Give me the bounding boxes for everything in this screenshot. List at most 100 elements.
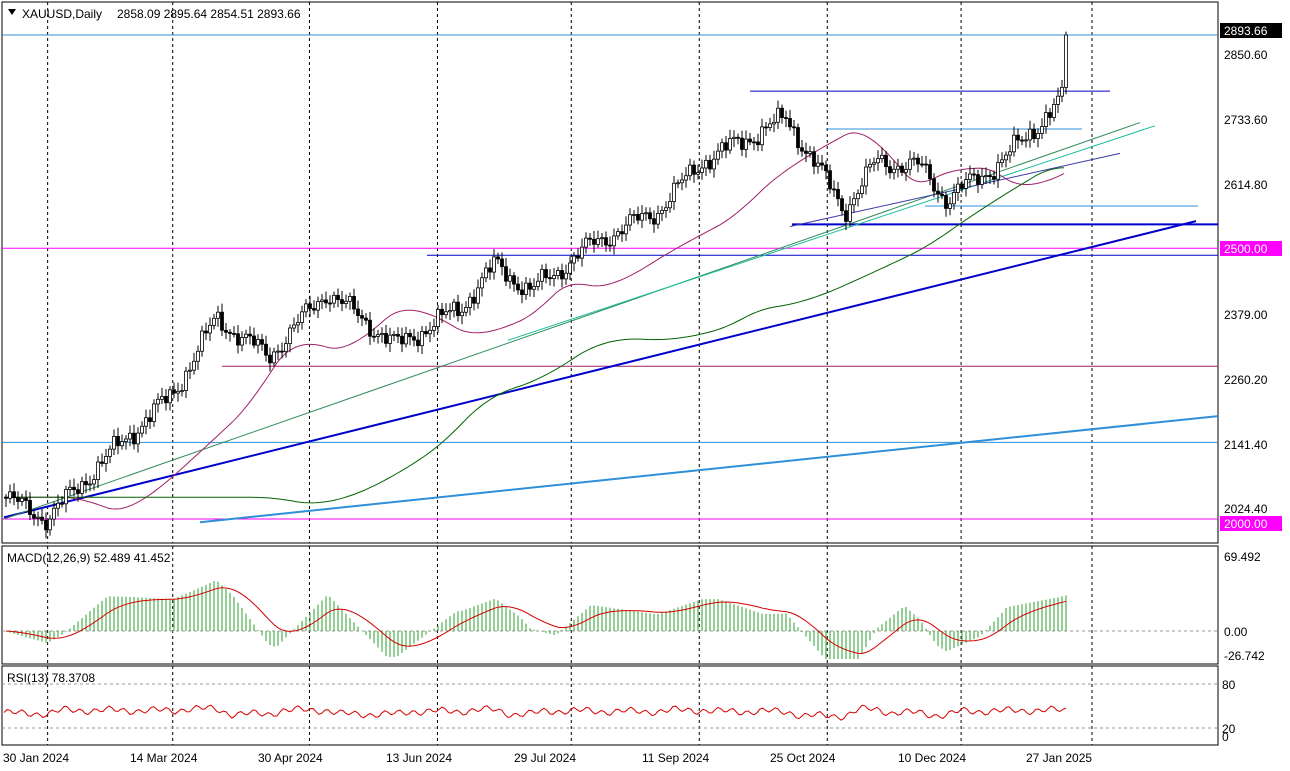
candle-body (324, 299, 328, 304)
candle-body (984, 175, 988, 178)
candle-body (1044, 112, 1048, 127)
time-label-9: 27 Jan 2025 (1026, 751, 1092, 765)
candle-body (404, 333, 408, 345)
candle-body (824, 164, 828, 172)
candle-body (820, 162, 824, 166)
candle-body (1064, 34, 1068, 88)
candle-body (576, 255, 580, 259)
candle-body (108, 448, 112, 457)
candle-body (304, 303, 308, 313)
candle-body (856, 193, 860, 200)
ohlc-readout: 2858.09 2895.64 2854.51 2893.66 (117, 7, 301, 21)
main-price-panel[interactable]: XAUUSD,Daily 2858.09 2895.64 2854.51 289… (1, 1, 1219, 544)
rsi-axis-20: 20 (1222, 722, 1236, 736)
candle-body (432, 326, 436, 331)
candle-body (988, 175, 992, 178)
candle-body (144, 417, 148, 427)
price-label-1: 2850.60 (1224, 48, 1268, 62)
vertical-gridlines-macd (47, 546, 1093, 664)
candle-body (776, 107, 780, 123)
candle-body (652, 218, 656, 225)
candle-body (532, 286, 536, 290)
candle-body (916, 157, 920, 165)
candle-body (492, 256, 496, 273)
candle-body (100, 461, 104, 464)
candle-body (1012, 134, 1016, 153)
candle-body (128, 432, 132, 440)
current-price-tag: 2893.66 (1220, 23, 1282, 38)
candle-body (292, 324, 296, 329)
candle-body (264, 343, 268, 356)
candle-body (52, 507, 56, 520)
candle-body (1004, 154, 1008, 161)
candle-body (744, 138, 748, 150)
time-axis[interactable]: 30 Jan 2024 14 Mar 2024 30 Apr 2024 13 J… (3, 751, 1092, 765)
macd-panel[interactable]: MACD(12,26,9) 52.489 41.452 (1, 545, 1219, 665)
price-label-3: 2614.80 (1224, 178, 1268, 192)
candle-body (948, 203, 952, 209)
dropdown-triangle-icon[interactable] (8, 9, 16, 15)
level-tag-2000-label: 2000.00 (1224, 517, 1268, 531)
candle-body (260, 339, 264, 345)
candle-body (180, 390, 184, 392)
candle-body (112, 436, 116, 450)
candle-body (692, 164, 696, 175)
price-axis[interactable]: 2893.66 2850.60 2733.60 2614.80 2500.00 … (1220, 23, 1282, 744)
candle-body (444, 311, 448, 316)
candle-body (736, 136, 740, 139)
rsi-panel[interactable]: RSI(13) 78.3708 (1, 665, 1219, 746)
level-tag-2000: 2000.00 (1220, 516, 1282, 531)
candle-body (476, 287, 480, 304)
symbol-label: XAUUSD,Daily (22, 7, 102, 21)
drawn-objects (2, 34, 1219, 524)
candle-body (892, 168, 896, 174)
candle-body (1028, 128, 1032, 141)
candle-body (88, 483, 92, 486)
candle-body (708, 159, 712, 170)
candle-body (440, 308, 444, 316)
time-label-4: 13 Jun 2024 (386, 751, 452, 765)
candle-body (848, 204, 852, 222)
candle-body (976, 174, 980, 185)
candle-body (868, 163, 872, 168)
candle-body (316, 301, 320, 311)
candle-body (44, 519, 48, 531)
candle-body (12, 491, 16, 499)
candle-body (364, 317, 368, 321)
candle-body (716, 150, 720, 160)
candle-body (84, 481, 88, 486)
candle-body (16, 497, 20, 502)
candle-body (184, 370, 188, 391)
candle-body (308, 303, 312, 309)
level-tag-2500-label: 2500.00 (1224, 242, 1268, 256)
candle-body (72, 486, 76, 491)
candle-body (4, 496, 8, 499)
candle-body (216, 311, 220, 319)
candle-body (248, 333, 252, 337)
candle-body (752, 141, 756, 144)
candle-body (1032, 128, 1036, 139)
time-label-5: 29 Jul 2024 (514, 751, 576, 765)
candle-body (336, 294, 340, 300)
candle-body (504, 266, 508, 282)
rsi-axis-0: 0 (1222, 730, 1229, 744)
candle-body (236, 333, 240, 346)
candle-body (64, 489, 68, 505)
candle-body (632, 214, 636, 216)
candle-body (200, 330, 204, 352)
candle-body (952, 192, 956, 205)
candle-body (540, 269, 544, 282)
candle-body (512, 275, 516, 285)
candle-body (484, 267, 488, 279)
price-label-5: 2260.20 (1224, 373, 1268, 387)
candle-body (244, 333, 248, 338)
candle-body (660, 210, 664, 214)
candle-body (996, 162, 1000, 180)
candle-body (860, 185, 864, 195)
rsi-title: RSI(13) 78.3708 (7, 671, 95, 685)
candle-body (768, 123, 772, 129)
candle-body (496, 256, 500, 260)
candle-body (804, 150, 808, 154)
candle-body (116, 436, 120, 447)
